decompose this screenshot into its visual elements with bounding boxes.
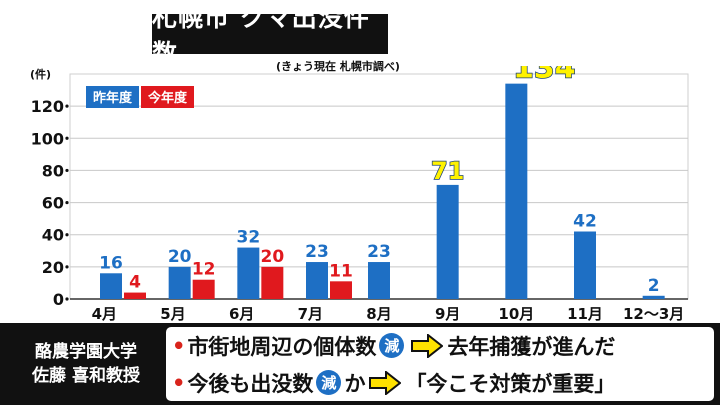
speaker-name: 酪農学園大学 佐藤 喜和教授 [8, 323, 164, 405]
data-label-this-year: 20 [260, 247, 284, 267]
point-result: 去年捕獲が進んだ [447, 334, 616, 359]
x-tick-label: 5月 [160, 305, 185, 323]
bar-last-year [574, 231, 596, 299]
y-tick-label: 40 [42, 226, 64, 245]
legend-label: 今年度 [147, 90, 188, 106]
legend-swatch [86, 86, 139, 108]
y-tick-dot [65, 200, 69, 205]
x-tick-label: 8月 [366, 305, 391, 323]
x-tick-label: 7月 [298, 305, 323, 323]
bar-last-year [168, 266, 191, 299]
key-point-2: • 今後も出没数 減 か 「今こそ対策が重要」 [172, 368, 708, 398]
y-tick-label: 100 [31, 129, 64, 148]
y-tick-label: 0 [53, 290, 64, 309]
bar-last-year [100, 273, 122, 299]
caption-panel: 酪農学園大学 佐藤 喜和教授 • 市街地周辺の個体数 減 去年捕獲が進んだ • … [0, 323, 720, 405]
y-axis-unit: (件) [30, 67, 51, 81]
y-tick-label: 20 [42, 258, 64, 277]
chart-title: 札幌市 クマ出没件数 [152, 3, 388, 68]
x-tick-label: 6月 [229, 305, 254, 323]
arrow-right-icon [369, 370, 402, 395]
arrow-right-icon [411, 333, 444, 358]
data-label-this-year: 12 [192, 260, 216, 280]
speaker-affiliation: 酪農学園大学 [35, 342, 137, 362]
decrease-badge: 減 [316, 370, 342, 395]
data-label-last-year: 23 [367, 242, 391, 262]
bar-last-year [642, 295, 665, 299]
bar-this-year [330, 281, 352, 299]
legend-swatch [141, 86, 194, 108]
bullet-icon: • [172, 370, 186, 395]
key-point-1: • 市街地周辺の個体数 減 去年捕獲が進んだ [172, 331, 708, 361]
x-tick-label: 12〜3月 [623, 305, 684, 323]
bar-last-year [306, 262, 328, 299]
point-text: 今後も出没数 [187, 371, 314, 396]
bar-this-year [261, 266, 284, 299]
bar-this-year [124, 292, 146, 299]
y-tick-label: 60 [42, 194, 64, 213]
data-label-last-year: 134 [513, 66, 576, 86]
speaker-title: 佐藤 喜和教授 [32, 366, 140, 386]
y-tick-dot [65, 265, 69, 269]
y-tick-dot [65, 233, 69, 237]
y-tick-dot [65, 136, 69, 140]
y-tick-label: 80 [42, 161, 64, 180]
chart-subtitle: (きょう現在 札幌市調べ) [276, 60, 400, 73]
y-tick-dot [65, 104, 69, 108]
data-label-last-year: 23 [305, 242, 329, 262]
y-tick-dot [65, 168, 69, 173]
y-tick-dot [65, 297, 69, 301]
data-label-this-year: 11 [329, 261, 353, 281]
x-tick-label: 11月 [567, 305, 603, 323]
data-label-last-year: 71 [431, 157, 464, 185]
y-tick-label: 120 [31, 97, 64, 116]
x-tick-label: 4月 [92, 305, 117, 323]
bar-last-year [436, 184, 459, 299]
point-text-suffix: か [344, 371, 366, 396]
point-text: 市街地周辺の個体数 [187, 334, 377, 359]
bar-last-year [368, 262, 390, 299]
legend-label: 昨年度 [93, 90, 133, 106]
bar-last-year [237, 247, 260, 299]
x-tick-label: 9月 [435, 305, 460, 323]
data-label-last-year: 16 [99, 253, 123, 273]
bar-this-year [192, 279, 215, 299]
x-tick-label: 10月 [498, 305, 534, 323]
data-label-this-year: 4 [129, 273, 141, 293]
decrease-badge: 減 [379, 333, 405, 358]
key-points: • 市街地周辺の個体数 減 去年捕獲が進んだ • 今後も出没数 減 か 「今こそ… [166, 327, 714, 401]
data-label-last-year: 20 [168, 247, 192, 267]
point-quote: 「今こそ対策が重要」 [405, 371, 616, 396]
bar-last-year [505, 83, 528, 299]
data-label-last-year: 42 [573, 212, 597, 232]
bullet-icon: • [172, 333, 186, 358]
data-label-last-year: 2 [648, 276, 660, 296]
data-label-last-year: 32 [236, 228, 260, 248]
